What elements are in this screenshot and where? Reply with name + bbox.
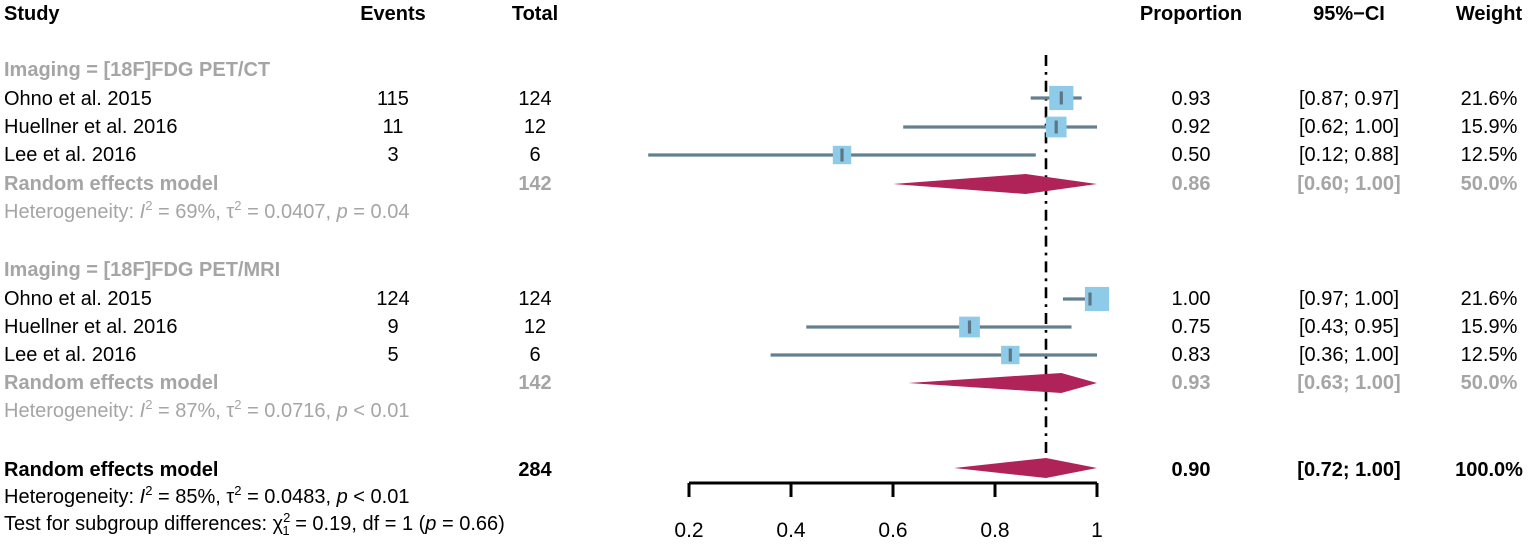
subgroup-test-row: Test for subgroup differences: χ21 = 0.1… bbox=[0, 510, 1535, 538]
study-weight: 12.5% bbox=[1460, 144, 1518, 166]
axis-tick-label: 0.4 bbox=[776, 519, 806, 542]
heterogeneity-note: Heterogeneity: I2 = 69%, τ2 = 0.0407, p … bbox=[4, 198, 410, 223]
axis-tick-label: 0.8 bbox=[980, 519, 1009, 542]
study-name: Lee et al. 2016 bbox=[4, 144, 137, 166]
axis-tick-label: 1 bbox=[1091, 519, 1103, 542]
heterogeneity-row: Heterogeneity: I2 = 85%, τ2 = 0.0483, p … bbox=[0, 483, 1535, 511]
study-total: 12 bbox=[523, 316, 547, 338]
pooled-row: Random effects model 142 0.86 [0.60; 1.0… bbox=[0, 170, 1535, 198]
heterogeneity-row: Heterogeneity: I2 = 87%, τ2 = 0.0716, p … bbox=[0, 397, 1535, 425]
study-ci: [0.36; 1.00] bbox=[1298, 344, 1400, 366]
subgroup-1-label: Imaging = [18F]FDG PET/CT bbox=[4, 59, 271, 81]
study-ci: [0.62; 1.00] bbox=[1298, 116, 1400, 138]
heterogeneity-note: Heterogeneity: I2 = 87%, τ2 = 0.0716, p … bbox=[4, 397, 410, 422]
study-total: 6 bbox=[529, 144, 541, 166]
col-header-total: Total bbox=[511, 3, 559, 25]
col-header-events: Events bbox=[360, 3, 426, 25]
pooled-label: Random effects model bbox=[4, 173, 219, 195]
study-events: 115 bbox=[377, 88, 409, 110]
study-events: 9 bbox=[387, 316, 399, 338]
study-proportion: 0.92 bbox=[1171, 116, 1211, 138]
subgroup-label-row: Imaging = [18F]FDG PET/MRI bbox=[0, 256, 1535, 284]
pooled-total: 142 bbox=[518, 372, 552, 394]
column-header-row: Study Events Total Proportion 95%−CI Wei… bbox=[0, 0, 1535, 28]
pooled-diamond bbox=[908, 373, 1097, 393]
study-row: Huellner et al. 2016 9 12 0.75 [0.43; 0.… bbox=[0, 313, 1535, 341]
study-weight: 12.5% bbox=[1460, 344, 1518, 366]
study-proportion: 0.50 bbox=[1171, 144, 1211, 166]
study-row: Ohno et al. 2015 115 124 0.93 [0.87; 0.9… bbox=[0, 85, 1535, 113]
study-ci: [0.97; 1.00] bbox=[1298, 288, 1400, 310]
study-total: 124 bbox=[518, 88, 552, 110]
study-name: Ohno et al. 2015 bbox=[4, 288, 152, 310]
overall-ci: [0.72; 1.00] bbox=[1297, 459, 1401, 481]
heterogeneity-row: Heterogeneity: I2 = 69%, τ2 = 0.0407, p … bbox=[0, 198, 1535, 226]
study-weight: 15.9% bbox=[1460, 116, 1518, 138]
col-header-proportion: Proportion bbox=[1139, 3, 1243, 25]
study-row: Lee et al. 2016 5 6 0.83 [0.36; 1.00] 12… bbox=[0, 341, 1535, 369]
study-total: 12 bbox=[523, 116, 547, 138]
pooled-proportion: 0.86 bbox=[1171, 173, 1211, 195]
subgroup-label-row: Imaging = [18F]FDG PET/CT bbox=[0, 56, 1535, 84]
overall-proportion: 0.90 bbox=[1171, 459, 1211, 481]
col-header-ci: 95%−CI bbox=[1313, 3, 1385, 25]
pooled-ci: [0.60; 1.00] bbox=[1297, 173, 1401, 195]
study-proportion: 0.83 bbox=[1171, 344, 1211, 366]
study-total: 6 bbox=[529, 344, 541, 366]
pooled-diamond bbox=[893, 174, 1097, 194]
pooled-row: Random effects model 142 0.93 [0.63; 1.0… bbox=[0, 369, 1535, 397]
pooled-ci: [0.63; 1.00] bbox=[1297, 372, 1401, 394]
study-row: Lee et al. 2016 3 6 0.50 [0.12; 0.88] 12… bbox=[0, 141, 1535, 169]
study-name: Lee et al. 2016 bbox=[4, 344, 137, 366]
subgroup-2-label: Imaging = [18F]FDG PET/MRI bbox=[4, 259, 281, 281]
pooled-weight: 50.0% bbox=[1460, 372, 1518, 394]
study-proportion: 1.00 bbox=[1171, 288, 1211, 310]
study-events: 124 bbox=[376, 288, 410, 310]
col-header-study: Study bbox=[4, 3, 60, 25]
study-weight: 15.9% bbox=[1460, 316, 1518, 338]
overall-weight: 100.0% bbox=[1455, 459, 1523, 481]
study-name: Huellner et al. 2016 bbox=[4, 116, 178, 138]
pooled-total: 142 bbox=[518, 173, 552, 195]
pooled-label: Random effects model bbox=[4, 372, 219, 394]
study-proportion: 0.93 bbox=[1171, 88, 1211, 110]
overall-total: 284 bbox=[518, 459, 552, 481]
pooled-weight: 50.0% bbox=[1460, 173, 1518, 195]
study-total: 124 bbox=[518, 288, 552, 310]
col-header-weight: Weight bbox=[1455, 3, 1523, 25]
overall-diamond bbox=[954, 458, 1097, 478]
study-ci: [0.43; 0.95] bbox=[1298, 316, 1400, 338]
study-row: Ohno et al. 2015 124 124 1.00 [0.97; 1.0… bbox=[0, 285, 1535, 313]
study-weight: 21.6% bbox=[1460, 88, 1518, 110]
overall-heterogeneity-note: Heterogeneity: I2 = 85%, τ2 = 0.0483, p … bbox=[4, 483, 410, 508]
study-name: Ohno et al. 2015 bbox=[4, 88, 152, 110]
study-row: Huellner et al. 2016 11 12 0.92 [0.62; 1… bbox=[0, 113, 1535, 141]
overall-label: Random effects model bbox=[4, 459, 219, 481]
study-weight: 21.6% bbox=[1460, 288, 1518, 310]
subgroup-test-note: Test for subgroup differences: χ21 = 0.1… bbox=[4, 510, 505, 538]
study-name: Huellner et al. 2016 bbox=[4, 316, 178, 338]
overall-pooled-row: Random effects model 284 0.90 [0.72; 1.0… bbox=[0, 456, 1535, 484]
study-ci: [0.12; 0.88] bbox=[1298, 144, 1400, 166]
study-ci: [0.87; 0.97] bbox=[1298, 88, 1400, 110]
axis-tick-label: 0.2 bbox=[674, 519, 703, 542]
study-events: 5 bbox=[387, 344, 399, 366]
axis-tick-label: 0.6 bbox=[878, 519, 907, 542]
study-proportion: 0.75 bbox=[1171, 316, 1211, 338]
pooled-proportion: 0.93 bbox=[1171, 372, 1211, 394]
study-events: 3 bbox=[387, 144, 399, 166]
study-events: 11 bbox=[382, 116, 404, 138]
